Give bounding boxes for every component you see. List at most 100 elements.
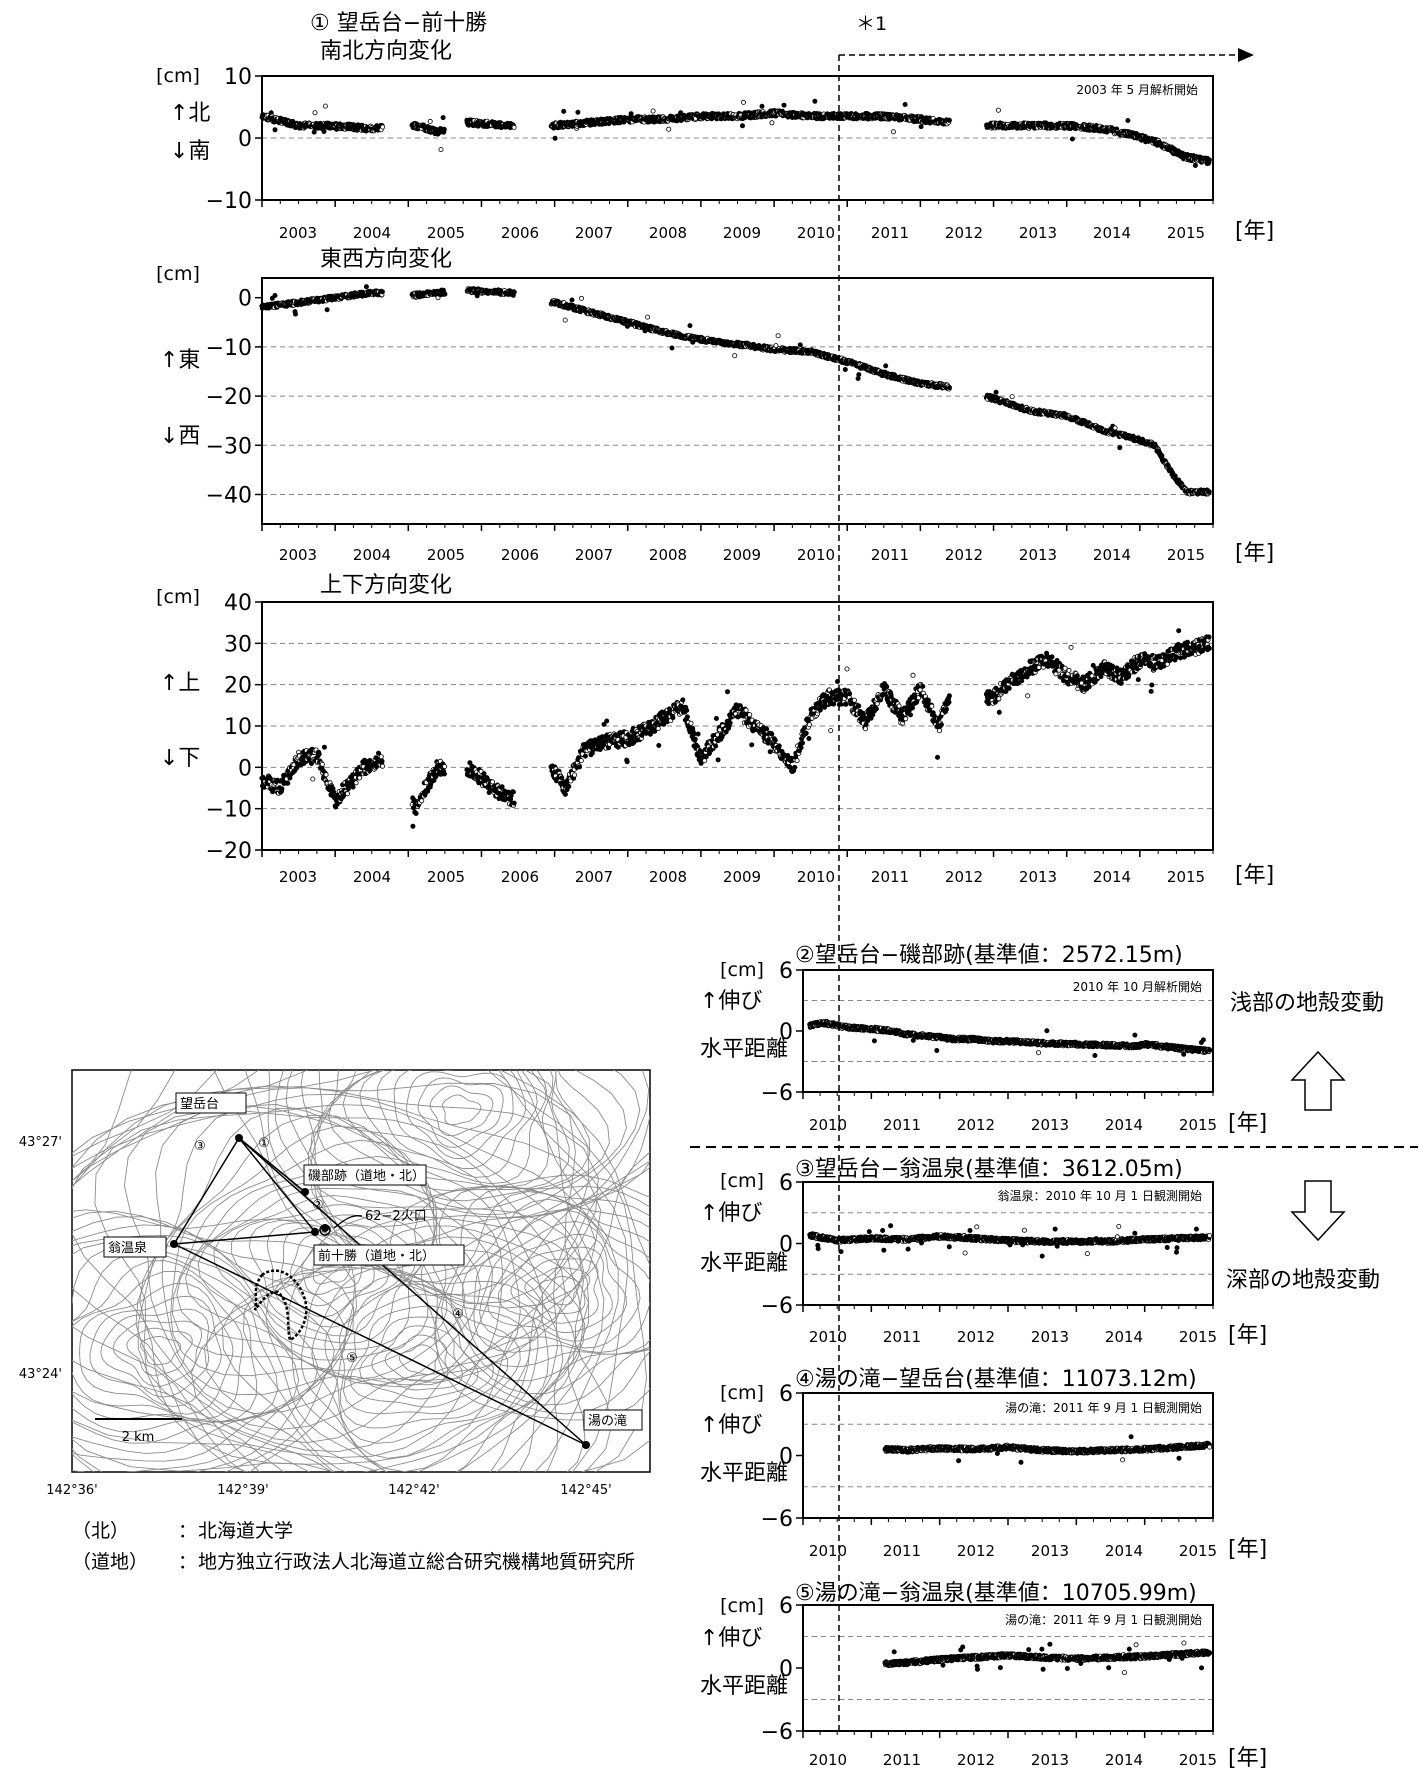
data-point [890, 129, 896, 135]
data-point [572, 772, 578, 778]
y-axis-label-positive: ↑東 [160, 348, 200, 373]
data-point [740, 123, 746, 129]
data-point [562, 791, 568, 797]
data-point [902, 102, 908, 108]
data-point [842, 366, 848, 372]
data-point [1192, 162, 1198, 168]
x-tick-label: 2013 [1019, 546, 1057, 564]
y-axis-label-negative: ↓西 [160, 424, 200, 449]
data-point [1117, 445, 1123, 451]
data-point [323, 772, 329, 778]
data-point [357, 775, 363, 781]
data-point [321, 128, 327, 134]
data-point [577, 764, 583, 770]
data-point [285, 780, 291, 786]
data-point [655, 726, 661, 732]
data-point [272, 292, 278, 298]
data-point [759, 103, 765, 109]
x-tick-label: 2004 [353, 224, 391, 242]
data-point [856, 372, 862, 378]
chart-subtitle: 南北方向変化 [320, 39, 452, 64]
data-point [427, 118, 433, 124]
data-point [946, 117, 952, 123]
y-tick-label: 0 [238, 127, 252, 152]
data-point [749, 742, 755, 748]
x-tick-label: 2004 [353, 546, 391, 564]
data-point [441, 126, 447, 132]
x-tick-label: 2006 [501, 224, 539, 242]
data-point [438, 147, 444, 153]
x-tick-label: 2008 [649, 224, 687, 242]
y-unit-label: [cm] [156, 263, 200, 285]
x-tick-label: 2005 [427, 546, 465, 564]
data-point [855, 375, 861, 381]
chart-title: ① 望岳台−前十勝 [310, 11, 487, 36]
data-point [344, 791, 350, 797]
data-point [552, 135, 558, 141]
y-tick-label: 10 [224, 65, 252, 90]
x-tick-label: 2007 [575, 546, 613, 564]
data-point [442, 291, 448, 297]
data-point [669, 345, 675, 351]
data-point [440, 115, 446, 121]
y-tick-label: −10 [206, 189, 252, 214]
year-unit-label: [年] [1235, 541, 1274, 566]
data-point [561, 108, 567, 114]
data-point [319, 761, 325, 767]
data-point [363, 284, 369, 290]
data-point [511, 289, 517, 295]
data-point [741, 99, 747, 105]
data-point [604, 718, 610, 724]
x-tick-label: 2012 [945, 546, 983, 564]
data-point [1159, 453, 1165, 459]
data-point [1112, 425, 1118, 431]
y-unit-label: [cm] [156, 65, 200, 87]
year-unit-label: [年] [1235, 219, 1274, 244]
data-point [732, 353, 738, 359]
data-points-2 [259, 284, 1212, 497]
x-tick-label: 2003 [279, 546, 317, 564]
data-point [995, 107, 1001, 113]
data-point [499, 784, 505, 790]
data-point [316, 751, 322, 757]
data-point [578, 758, 584, 764]
data-point [624, 759, 630, 765]
data-point [559, 775, 565, 781]
x-tick-label: 2003 [279, 224, 317, 242]
x-tick-label: 2009 [723, 224, 761, 242]
data-point [797, 342, 803, 348]
data-point [510, 789, 516, 795]
y-tick-label: −10 [206, 336, 252, 361]
y-tick-label: −20 [206, 385, 252, 410]
y-axis-label-negative: ↓南 [170, 139, 210, 164]
data-point [684, 714, 690, 720]
data-point [1069, 136, 1075, 142]
data-point [310, 776, 316, 782]
x-tick-label: 2009 [723, 546, 761, 564]
x-tick-label: 2015 [1167, 546, 1205, 564]
data-point [769, 120, 775, 126]
data-point [373, 755, 379, 761]
data-point [692, 736, 698, 742]
data-point [378, 754, 384, 760]
data-point [511, 800, 517, 806]
data-point [350, 784, 356, 790]
data-point [727, 720, 733, 726]
data-point [656, 743, 662, 749]
data-point [442, 764, 448, 770]
data-point [379, 763, 385, 769]
x-tick-label: 2011 [871, 546, 909, 564]
x-tick-label: 2007 [575, 224, 613, 242]
data-point [713, 716, 719, 722]
y-tick-label: −40 [206, 483, 252, 508]
data-point [321, 744, 327, 750]
x-tick-label: 2013 [1019, 224, 1057, 242]
data-point [511, 124, 517, 130]
data-point [775, 333, 781, 339]
data-point [670, 715, 676, 721]
data-point [413, 811, 419, 817]
plot-frame-2 [261, 277, 1214, 525]
data-point [713, 743, 719, 749]
